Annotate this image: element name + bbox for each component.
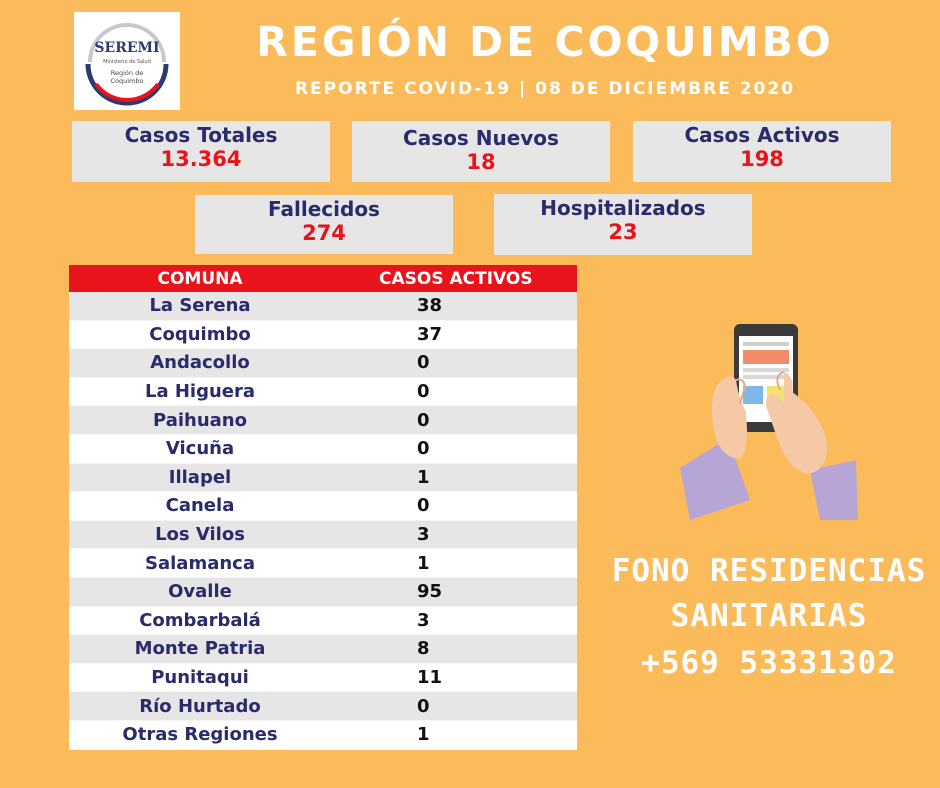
logo-region-line2: Coquimbo bbox=[110, 77, 144, 85]
stat-label: Casos Nuevos bbox=[403, 126, 559, 150]
fono-phone-number: +569 53331302 bbox=[641, 645, 897, 681]
row-comuna: Paihuano bbox=[153, 409, 247, 431]
table-row: Vicuña 0 bbox=[69, 434, 577, 464]
column-header-casos-activos: CASOS ACTIVOS bbox=[379, 268, 533, 289]
stat-label: Fallecidos bbox=[268, 197, 380, 221]
logo-name: SEREMI bbox=[94, 40, 160, 56]
stat-label: Casos Totales bbox=[124, 123, 278, 147]
table-row: Río Hurtado 0 bbox=[69, 692, 577, 721]
row-casos: 0 bbox=[417, 438, 430, 460]
stat-fallecidos: Fallecidos 274 bbox=[195, 195, 453, 254]
table-row: Canela 0 bbox=[69, 492, 577, 521]
logo-ring-icon bbox=[85, 23, 169, 106]
row-comuna: Canela bbox=[165, 495, 235, 517]
row-casos: 3 bbox=[417, 609, 430, 631]
row-casos: 3 bbox=[417, 524, 430, 546]
table-row: Monte Patria 8 bbox=[69, 635, 577, 664]
stat-label: Hospitalizados bbox=[540, 196, 706, 220]
row-casos: 37 bbox=[417, 323, 443, 345]
table-row: Los Vilos 3 bbox=[69, 520, 577, 550]
table-row: La Higuera 0 bbox=[69, 377, 577, 407]
row-casos: 1 bbox=[417, 552, 430, 574]
stat-value: 198 bbox=[740, 147, 784, 171]
row-comuna: Monte Patria bbox=[134, 638, 266, 660]
stat-value: 23 bbox=[608, 220, 638, 244]
row-comuna: Otras Regiones bbox=[122, 724, 278, 746]
stat-casos-totales: Casos Totales 13.364 bbox=[72, 121, 330, 182]
stat-hospitalizados: Hospitalizados 23 bbox=[494, 194, 752, 255]
table-row: La Serena 38 bbox=[69, 292, 577, 321]
row-casos: 1 bbox=[417, 466, 430, 488]
table-row: Illapel 1 bbox=[69, 463, 577, 493]
comunas-table: COMUNA CASOS ACTIVOS La Serena 38 Coquimb… bbox=[69, 265, 577, 750]
row-comuna: Coquimbo bbox=[149, 323, 251, 345]
stat-value: 274 bbox=[302, 221, 346, 245]
table-row: Coquimbo 37 bbox=[69, 320, 577, 350]
stat-label: Casos Activos bbox=[684, 123, 840, 147]
table-row: Ovalle 95 bbox=[69, 577, 577, 607]
row-comuna: La Serena bbox=[149, 295, 251, 317]
row-comuna: Vicuña bbox=[165, 438, 235, 460]
stat-value: 18 bbox=[466, 150, 496, 174]
stat-casos-activos: Casos Activos 198 bbox=[633, 121, 891, 182]
table-body: La Serena 38 Coquimbo 37 Andacollo 0 La Hig… bbox=[69, 292, 577, 750]
table-row: Paihuano 0 bbox=[69, 406, 577, 435]
row-casos: 0 bbox=[417, 409, 430, 431]
stat-casos-nuevos: Casos Nuevos 18 bbox=[352, 121, 610, 182]
table-row: Andacollo 0 bbox=[69, 349, 577, 378]
table-row: Punitaqui 11 bbox=[69, 663, 577, 693]
row-casos: 38 bbox=[417, 295, 443, 317]
table-row: Otras Regiones 1 bbox=[69, 720, 577, 750]
row-casos: 11 bbox=[417, 667, 443, 689]
row-comuna: Ovalle bbox=[168, 581, 232, 603]
row-casos: 0 bbox=[417, 381, 430, 403]
row-comuna: Río Hurtado bbox=[139, 695, 261, 717]
logo-region-line1: Región de bbox=[110, 69, 144, 77]
fono-line1: FONO RESIDENCIAS bbox=[611, 553, 927, 589]
row-casos: 0 bbox=[417, 495, 430, 517]
row-casos: 8 bbox=[417, 638, 430, 660]
row-casos: 95 bbox=[417, 581, 443, 603]
row-comuna: Andacollo bbox=[150, 352, 250, 374]
page-title: REGIÓN DE COQUIMBO bbox=[256, 18, 834, 66]
row-comuna: La Higuera bbox=[144, 381, 256, 403]
fono-line2: SANITARIAS bbox=[670, 598, 868, 634]
column-header-comuna: COMUNA bbox=[157, 268, 243, 289]
logo-ministry: Ministerio de Salud bbox=[103, 59, 151, 65]
row-casos: 0 bbox=[417, 352, 430, 374]
page-subtitle: REPORTE COVID-19 | 08 DE DICIEMBRE 2020 bbox=[294, 79, 796, 99]
table-row: Salamanca 1 bbox=[69, 549, 577, 578]
row-comuna: Illapel bbox=[168, 466, 232, 488]
row-casos: 0 bbox=[417, 695, 430, 717]
hands-holding-smartphone-icon bbox=[680, 320, 860, 529]
row-comuna: Combarbalá bbox=[139, 609, 261, 631]
table-row: Combarbalá 3 bbox=[69, 606, 577, 636]
row-comuna: Punitaqui bbox=[151, 667, 249, 689]
row-comuna: Los Vilos bbox=[155, 524, 245, 546]
row-comuna: Salamanca bbox=[145, 552, 255, 574]
row-casos: 1 bbox=[417, 724, 430, 746]
table-header: COMUNA CASOS ACTIVOS bbox=[69, 265, 577, 292]
seremi-logo: SEREMI Ministerio de Salud Región de Coq… bbox=[74, 12, 180, 110]
stat-value: 13.364 bbox=[160, 147, 242, 171]
